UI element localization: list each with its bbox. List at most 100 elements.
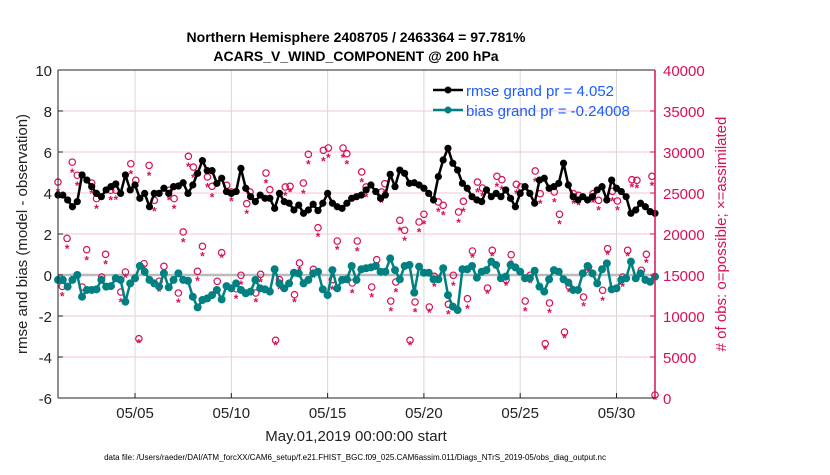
obs-assimilated-marker: * <box>417 226 422 240</box>
obs-possible-marker <box>213 277 222 286</box>
obs-possible-marker <box>411 298 419 306</box>
obs-possible-marker <box>256 270 265 279</box>
rmse-point <box>603 196 611 204</box>
obs-possible-marker <box>459 197 468 206</box>
bias-point <box>578 269 587 278</box>
bias-point <box>540 287 549 296</box>
bias-point <box>318 285 327 294</box>
rmse-point <box>324 189 332 198</box>
obs-assimilated-marker: * <box>273 338 278 352</box>
rmse-point <box>218 174 226 182</box>
obs-possible-marker <box>271 336 280 345</box>
obs-assimilated-marker: * <box>571 197 576 211</box>
obs-assimilated-marker: * <box>470 251 475 265</box>
rmse-point <box>362 186 370 194</box>
obs-assimilated-marker: * <box>422 218 427 232</box>
bias-point <box>525 274 534 283</box>
obs-assimilated-marker: * <box>562 332 567 346</box>
obs-assimilated-marker: * <box>388 304 393 318</box>
obs-assimilated-marker: * <box>605 248 610 262</box>
obs-possible-marker <box>135 334 143 343</box>
obs-possible-marker <box>386 297 395 305</box>
obs-possible-marker <box>179 228 187 236</box>
rmse-point <box>463 184 471 192</box>
y-right-tick-label: 0 <box>663 391 671 408</box>
bias-point <box>328 266 337 275</box>
rmse-point <box>531 199 539 207</box>
obs-assimilated-marker: * <box>335 243 340 257</box>
obs-possible-marker <box>82 245 91 254</box>
bias-point <box>251 275 260 284</box>
obs-possible-marker <box>579 293 588 301</box>
obs-possible-marker <box>545 299 554 307</box>
obs-assimilated-marker: * <box>364 190 369 204</box>
obs-assimilated-marker: * <box>465 302 470 316</box>
bias-point <box>545 275 554 284</box>
rmse-point <box>73 198 81 206</box>
bias-point <box>193 303 202 312</box>
obs-possible-marker <box>184 152 193 161</box>
rmse-point <box>275 189 284 198</box>
bias-point <box>285 279 294 288</box>
obs-assimilated-marker: * <box>625 250 630 264</box>
obs-assimilated-marker: * <box>60 290 65 304</box>
obs-possible-marker <box>262 169 270 177</box>
obs-assimilated-marker: * <box>567 286 572 300</box>
rmse-point <box>131 181 139 189</box>
bias-point <box>169 275 178 284</box>
obs-possible-marker <box>406 336 414 345</box>
obs-assimilated-marker: * <box>576 199 581 213</box>
bias-point <box>174 269 183 278</box>
obs-possible-marker <box>473 178 482 186</box>
obs-assimilated-marker: * <box>200 250 205 264</box>
bias-point <box>227 284 236 293</box>
bias-point <box>415 262 424 271</box>
obs-assimilated-marker: * <box>341 151 346 165</box>
bias-point <box>424 268 433 277</box>
bias-point <box>347 261 356 270</box>
bias-point <box>395 275 404 284</box>
y-tick-label: 0 <box>44 268 52 285</box>
obs-assimilated-marker: * <box>292 295 297 309</box>
rmse-point <box>482 186 491 194</box>
obs-assimilated-marker: * <box>326 151 331 165</box>
bias-point <box>612 284 621 293</box>
obs-assimilated-marker: * <box>195 274 200 288</box>
y-right-tick-label: 40000 <box>663 63 705 80</box>
bias-point <box>443 291 452 300</box>
obs-assimilated-marker: * <box>283 189 288 203</box>
bias-point <box>516 267 525 276</box>
obs-assimilated-marker: * <box>495 180 500 194</box>
obs-possible-marker <box>339 144 347 152</box>
rmse-point <box>271 204 279 212</box>
obs-assimilated-marker: * <box>65 242 70 256</box>
obs-possible-marker <box>68 158 77 166</box>
y-tick-label: -6 <box>39 391 52 408</box>
bias-point <box>121 297 130 306</box>
obs-assimilated-marker: * <box>128 168 133 182</box>
obs-possible-marker <box>304 150 313 159</box>
obs-assimilated-marker: * <box>137 337 142 351</box>
bias-point <box>78 292 87 301</box>
obs-possible-marker <box>463 294 472 303</box>
rmse-point <box>521 183 529 191</box>
obs-possible-marker <box>290 290 299 299</box>
obs-assimilated-marker: * <box>653 393 658 407</box>
obs-assimilated-marker: * <box>600 294 605 308</box>
rmse-point <box>155 189 163 198</box>
obs-assimilated-marker: * <box>359 176 364 190</box>
rmse-point <box>632 206 640 214</box>
obs-assimilated-marker: * <box>402 234 407 248</box>
x-tick-label: 05/25 <box>501 405 539 422</box>
rmse-point <box>497 193 505 201</box>
y-right-tick-label: 20000 <box>663 227 705 244</box>
obs-assimilated-marker: * <box>210 190 215 204</box>
obs-possible-marker <box>415 218 423 226</box>
obs-assimilated-marker: * <box>547 306 552 320</box>
obs-assimilated-marker: * <box>475 186 480 200</box>
obs-assimilated-marker: * <box>70 166 75 180</box>
bias-point <box>323 291 332 300</box>
x-tick-label: 05/20 <box>405 405 443 422</box>
obs-possible-marker <box>598 286 607 295</box>
legend-bias-marker <box>444 106 452 114</box>
